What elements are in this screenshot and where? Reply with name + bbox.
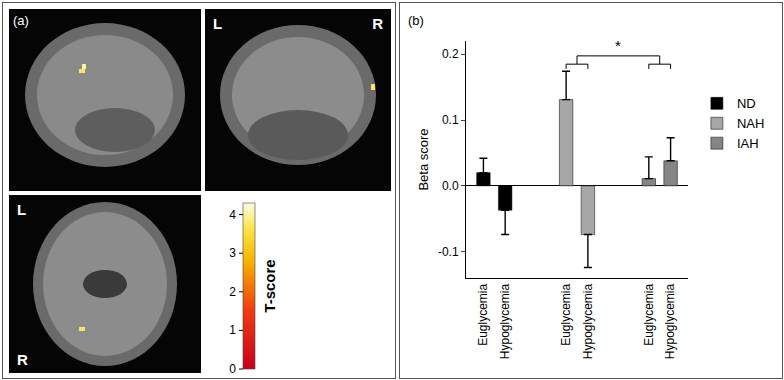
svg-text:Euglycemia: Euglycemia: [476, 283, 490, 345]
svg-text:(a): (a): [13, 13, 29, 28]
svg-text:0.2: 0.2: [442, 47, 459, 61]
svg-text:2: 2: [229, 285, 236, 299]
svg-text:T-score: T-score: [261, 259, 278, 312]
svg-text:-0.1: -0.1: [438, 245, 459, 259]
svg-text:R: R: [17, 351, 28, 368]
svg-text:IAH: IAH: [737, 136, 759, 151]
svg-text:L: L: [17, 201, 26, 218]
svg-text:NAH: NAH: [737, 116, 764, 131]
svg-text:Hypoglycemia: Hypoglycemia: [581, 283, 595, 359]
svg-text:0.0: 0.0: [442, 179, 459, 193]
svg-text:L: L: [213, 15, 222, 32]
svg-text:R: R: [372, 15, 383, 32]
svg-text:0: 0: [229, 362, 236, 376]
svg-text:ND: ND: [737, 96, 756, 111]
svg-text:*: *: [615, 37, 621, 54]
svg-text:Hypoglycemia: Hypoglycemia: [663, 283, 677, 359]
svg-text:3: 3: [229, 246, 236, 260]
svg-text:4: 4: [229, 208, 236, 222]
svg-text:Beta score: Beta score: [416, 128, 431, 190]
svg-text:Euglycemia: Euglycemia: [559, 283, 573, 345]
svg-text:Hypoglycemia: Hypoglycemia: [498, 283, 512, 359]
svg-text:0.1: 0.1: [442, 113, 459, 127]
svg-text:1: 1: [229, 323, 236, 337]
svg-text:(b): (b): [408, 13, 424, 28]
svg-text:Euglycemia: Euglycemia: [642, 283, 656, 345]
